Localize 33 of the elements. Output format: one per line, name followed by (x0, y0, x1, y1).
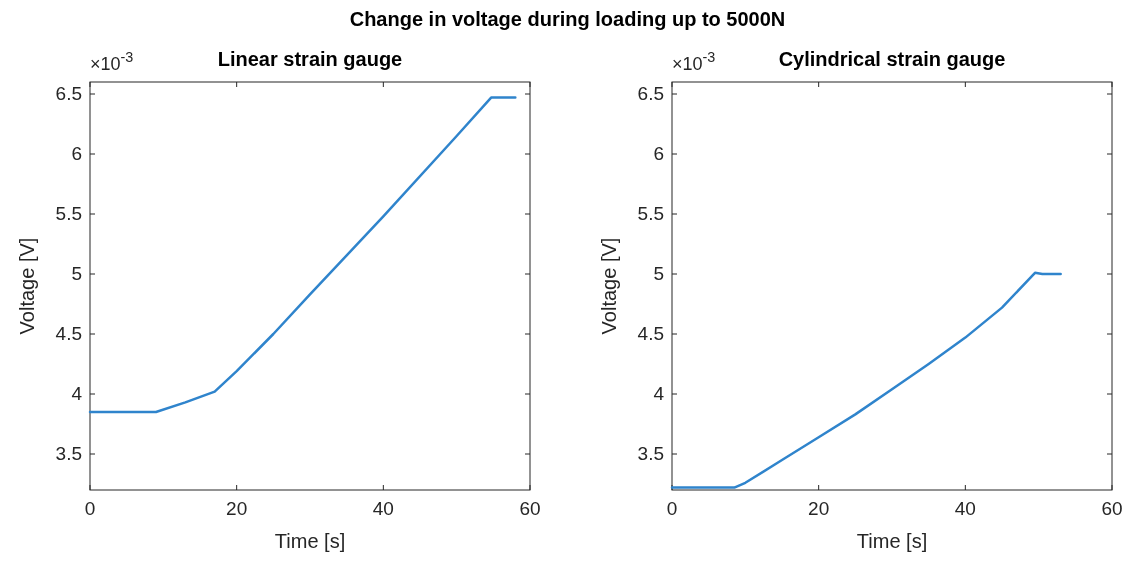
y-tick-label: 5 (653, 263, 664, 284)
text: ×10$^{-3}$ (672, 49, 716, 74)
chart-title: Cylindrical strain gauge (778, 48, 1006, 70)
y-tick-label: 6.5 (55, 83, 82, 104)
x-tick-label: 0 (666, 498, 678, 519)
y-axis-title: Voltage [V] (16, 237, 38, 335)
x-tick-label: 0 (84, 498, 96, 519)
text: ×10$^{-3}$ (90, 49, 134, 74)
x-axis-title: Time [s] (274, 530, 346, 552)
line-series (88, 96, 517, 414)
y-tick-label: 4 (71, 383, 83, 404)
y-tick-label: 6.5 (637, 83, 664, 104)
y-tick-label: 5 (71, 263, 82, 284)
x-tick-label: 40 (372, 498, 394, 519)
y-tick-label: 5.5 (55, 203, 82, 224)
y-tick-label: 4.5 (637, 323, 664, 344)
x-tick-label: 60 (1101, 498, 1123, 519)
x-tick-label: 60 (519, 498, 541, 519)
text: Change in voltage during loading up to 5000N (349, 8, 786, 30)
y-tick-label: 6 (71, 143, 82, 164)
y-axis-title: Voltage [V] (598, 237, 620, 335)
chart-title: Linear strain gauge (217, 48, 403, 70)
x-tick-label: 20 (808, 498, 830, 519)
y-tick-label: 5.5 (637, 203, 664, 224)
y-tick-label: 3.5 (55, 443, 82, 464)
x-axis-title: Time [s] (856, 530, 928, 552)
x-tick-label: 40 (954, 498, 976, 519)
x-tick-label: 20 (226, 498, 248, 519)
line-series (670, 271, 1062, 489)
y-tick-label: 3.5 (637, 443, 664, 464)
y-tick-label: 6 (653, 143, 664, 164)
y-tick-label: 4 (653, 383, 665, 404)
y-tick-label: 4.5 (55, 323, 82, 344)
